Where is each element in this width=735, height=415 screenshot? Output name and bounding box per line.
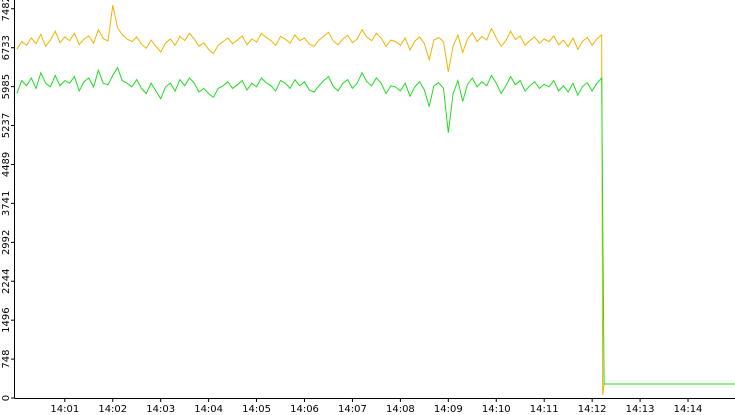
x-tick-label: 14:03 <box>146 404 175 415</box>
y-tick-label: 6733 <box>1 35 12 60</box>
x-tick-label: 14:06 <box>290 404 319 415</box>
x-tick-label: 14:02 <box>98 404 127 415</box>
x-tick-label: 14:04 <box>194 404 223 415</box>
y-tick-label: 748 <box>1 350 12 369</box>
x-tick-label: 14:11 <box>530 404 559 415</box>
y-tick-label: 7482 <box>1 0 12 21</box>
x-tick-label: 14:14 <box>674 404 703 415</box>
x-tick-label: 14:12 <box>578 404 607 415</box>
x-tick-label: 14:07 <box>338 404 367 415</box>
y-tick-label: 0 <box>1 395 12 401</box>
x-tick-label: 14:01 <box>50 404 79 415</box>
x-tick-label: 14:10 <box>482 404 511 415</box>
y-tick-label: 5985 <box>1 74 12 99</box>
x-tick-label: 14:05 <box>242 404 271 415</box>
series-line <box>16 5 735 395</box>
y-tick-label: 4489 <box>1 152 12 177</box>
y-tick-label: 2992 <box>1 230 12 255</box>
y-tick-label: 1496 <box>1 307 12 332</box>
series-line <box>16 66 735 385</box>
x-tick-label: 14:08 <box>386 404 415 415</box>
y-tick-label: 2244 <box>1 269 12 294</box>
y-tick-label: 3741 <box>1 191 12 216</box>
x-tick-label: 14:09 <box>434 404 463 415</box>
y-tick-label: 5237 <box>1 113 12 138</box>
x-tick-label: 14:13 <box>626 404 655 415</box>
